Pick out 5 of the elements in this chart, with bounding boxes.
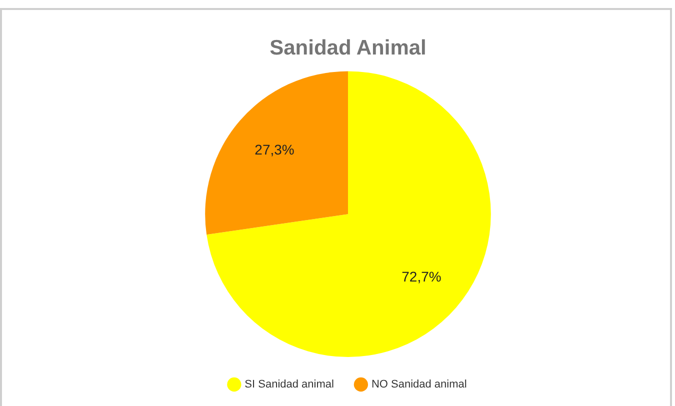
legend-label: SI Sanidad animal <box>244 378 334 391</box>
data-label: 27,3% <box>254 141 294 158</box>
data-label: 72,7% <box>402 268 442 285</box>
legend-label: NO Sanidad animal <box>371 378 467 391</box>
chart-title: Sanidad Animal <box>270 36 426 60</box>
